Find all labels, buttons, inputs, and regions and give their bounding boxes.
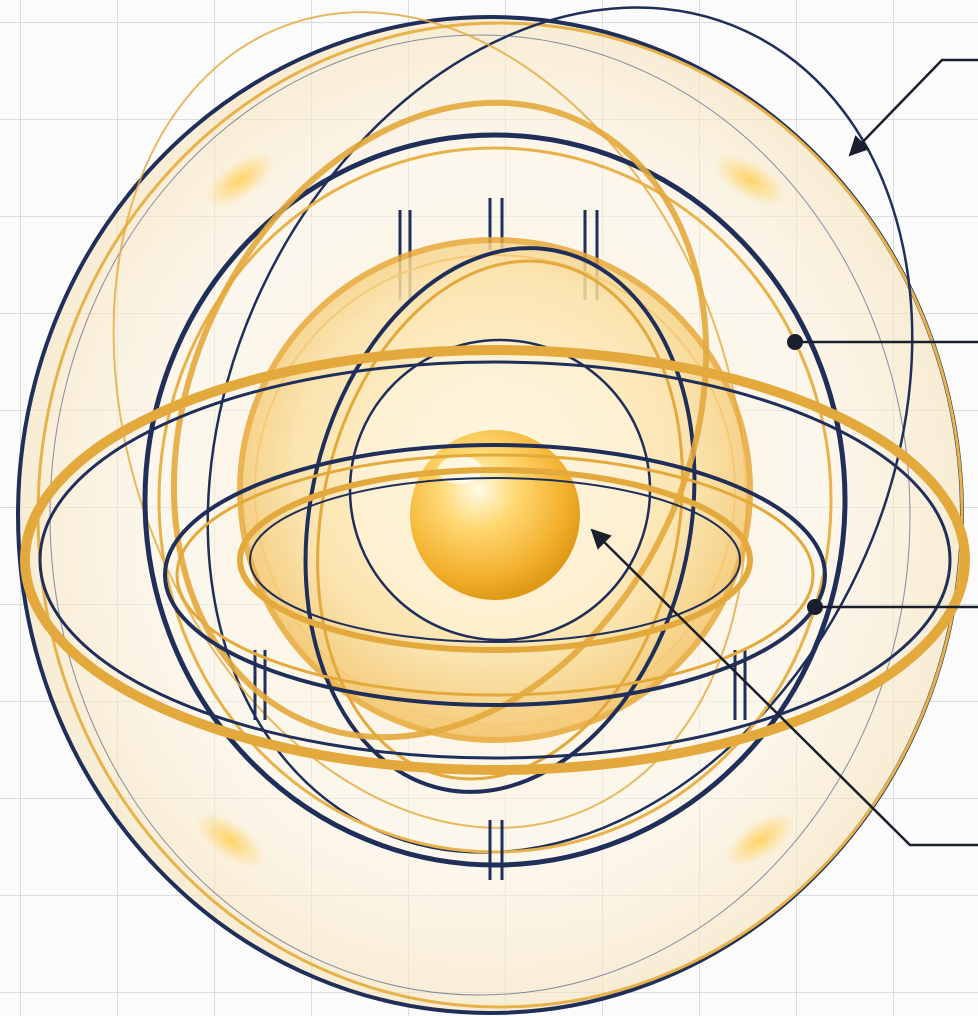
equator-ring-edge [38, 360, 952, 760]
outer-meridian [49, 34, 911, 996]
callout-line [848, 58, 978, 157]
inner-sphere-rim [254, 254, 736, 726]
equator-ring [20, 345, 970, 775]
middle-shell-inner [157, 146, 833, 854]
glow [725, 812, 795, 868]
callout-line [590, 528, 978, 847]
vertical-ring-inner [316, 259, 684, 781]
middle-shell [142, 132, 848, 868]
inner-ring [237, 467, 753, 653]
callout-dot [807, 599, 823, 615]
tilted-ring [170, 99, 710, 741]
vertical-ring [303, 246, 697, 794]
glow [195, 812, 265, 868]
inner-ring-edge [249, 477, 741, 643]
glow [714, 154, 786, 206]
middle-ring-inner [175, 453, 815, 697]
callout-dot [787, 334, 803, 350]
glow [205, 152, 275, 208]
middle-ring [163, 443, 827, 707]
callouts [590, 58, 978, 847]
